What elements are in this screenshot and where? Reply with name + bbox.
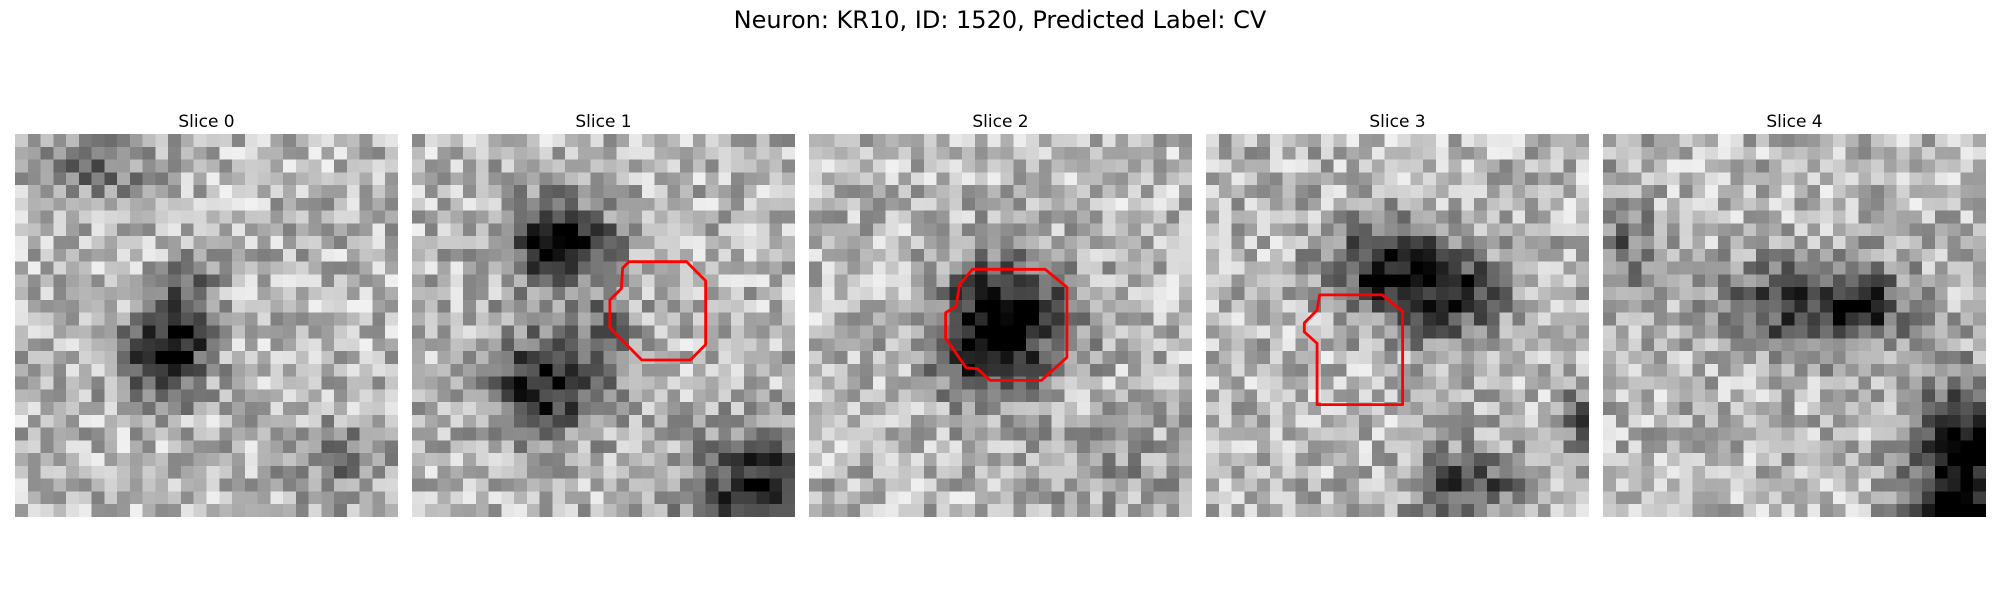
slice-image: [412, 134, 795, 517]
slice-title: Slice 2: [972, 112, 1029, 132]
slice-panel-1: Slice 1: [412, 110, 795, 517]
slice-image: [1206, 134, 1589, 517]
slice-image: [809, 134, 1192, 517]
slice-title: Slice 1: [575, 112, 632, 132]
roi-contour: [608, 260, 708, 362]
slice-image: [1603, 134, 1986, 517]
slice-title: Slice 0: [178, 112, 235, 132]
slice-title: Slice 4: [1766, 112, 1823, 132]
roi-contour: [1302, 293, 1405, 407]
slice-panel-0: Slice 0: [15, 110, 398, 517]
slice-image: [15, 134, 398, 517]
figure-title: Neuron: KR10, ID: 1520, Predicted Label:…: [733, 6, 1267, 34]
roi-contour: [944, 267, 1069, 382]
slice-panel-2: Slice 2: [809, 110, 1192, 517]
slice-panel-4: Slice 4: [1603, 110, 1986, 517]
slice-panel-3: Slice 3: [1206, 110, 1589, 517]
slice-title: Slice 3: [1369, 112, 1426, 132]
